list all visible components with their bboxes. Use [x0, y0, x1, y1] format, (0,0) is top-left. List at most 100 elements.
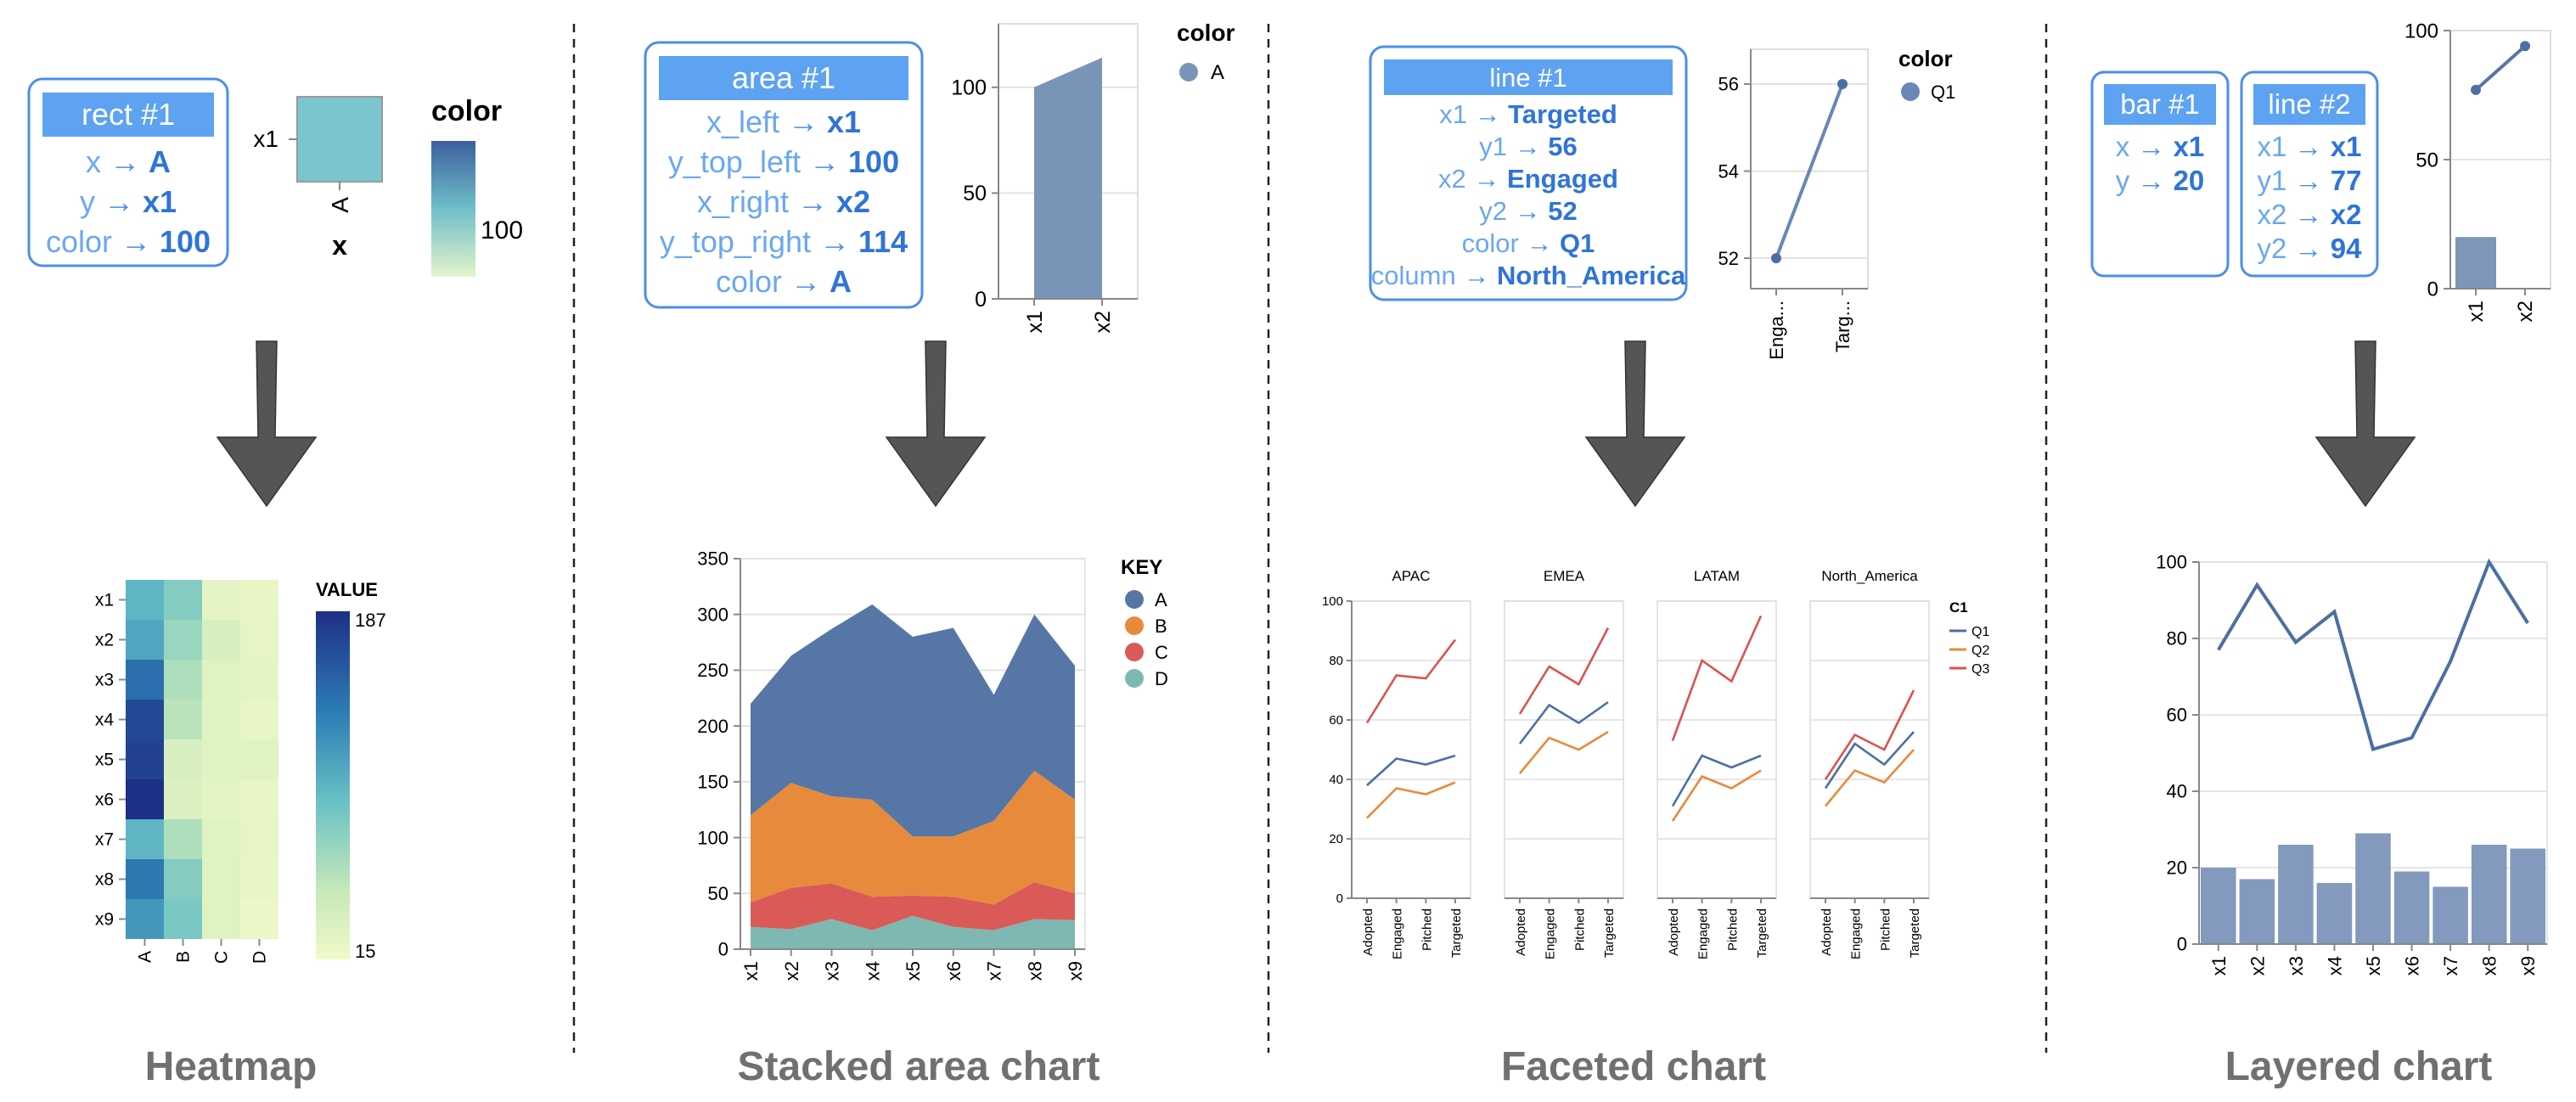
heatmap-cell — [126, 660, 164, 700]
bar-mark — [2393, 871, 2430, 944]
x-tick-label: x8 — [2479, 956, 2500, 975]
layered-caption: Layered chart — [2225, 1044, 2493, 1089]
mini-legend-title: color — [431, 95, 502, 127]
heatmap-cell — [240, 819, 278, 859]
facet-line-Q3 — [1824, 689, 1915, 780]
spec-row: y → 20 — [2116, 165, 2205, 196]
spec-row: color → 100 — [46, 224, 211, 259]
bar-spec-header — [2104, 84, 2216, 125]
line2-spec-title: line #2 — [2268, 88, 2350, 120]
x-tick-label: x6 — [943, 961, 965, 981]
heatmap-x-tick: D — [250, 951, 270, 964]
mini-legend-title: color — [1177, 20, 1235, 46]
facet-line-Q1 — [1366, 754, 1456, 786]
bar-mark — [2239, 879, 2275, 944]
arrow-shape — [216, 340, 318, 508]
mini-x-tick-label: Targ... — [1832, 301, 1853, 352]
spec-row: color → Q1 — [1462, 228, 1595, 258]
y-tick-label: 60 — [1329, 713, 1343, 728]
heatmap-cell — [240, 779, 278, 819]
area-series-B — [751, 770, 1075, 905]
y-tick-label: 0 — [718, 939, 728, 960]
x-tick-label: x1 — [740, 961, 762, 981]
legend-swatch-D — [1125, 669, 1144, 688]
mini-legend-swatch — [1901, 82, 1920, 101]
x-tick-label: Engaged — [1544, 908, 1558, 959]
heatmap-cell — [126, 859, 164, 899]
x-tick-label: x5 — [903, 961, 924, 981]
mini-heatmap-cell — [296, 96, 383, 183]
x-tick-label: x3 — [2286, 956, 2307, 975]
legend-swatch-C — [1125, 643, 1144, 661]
facet-frame — [1504, 600, 1624, 899]
x-tick-label: x4 — [2324, 956, 2345, 975]
legend-swatch-B — [1125, 616, 1144, 635]
y-tick-label: 350 — [697, 548, 728, 570]
spec-row: x_right → x2 — [697, 184, 870, 219]
heatmap-y-tick: x2 — [95, 631, 114, 650]
heatmap-y-tick: x8 — [95, 870, 114, 890]
y-tick-label: 0 — [1336, 891, 1343, 906]
mini-area-mark — [1034, 57, 1102, 299]
y-tick-label: 40 — [2167, 781, 2187, 802]
facet-title: APAC — [1392, 568, 1430, 584]
x-tick-label: Targeted — [1908, 908, 1922, 958]
mini-line-point — [1771, 253, 1781, 264]
x-tick-label: x6 — [2402, 956, 2423, 975]
facet-line-Q2 — [1671, 769, 1762, 822]
heatmap-cell — [240, 739, 278, 779]
heatmap-legend-min: 15 — [355, 941, 375, 962]
heatmap-cell — [126, 779, 164, 819]
heatmap-legend: VALUE 187 15 — [316, 579, 386, 962]
heatmap-cell — [164, 819, 202, 859]
bar-spec-title: bar #1 — [2120, 88, 2200, 120]
bar-mark — [2471, 845, 2507, 944]
y-tick-label: 50 — [708, 883, 728, 904]
down-arrow-icon — [2314, 340, 2416, 508]
facet-line-Q1 — [1671, 754, 1762, 807]
heatmap-y-tick: x3 — [95, 671, 114, 690]
bar-mark — [2510, 848, 2545, 944]
heatmap-panel: rect #1 x → A y → x1 color → 100 x1 A x … — [27, 77, 523, 1089]
x-tick-label: x9 — [1065, 961, 1086, 981]
legend-label-C: C — [1155, 642, 1168, 663]
mini-line-point — [2471, 84, 2481, 95]
heatmap-cell — [126, 580, 164, 620]
spec-row: y2 → 52 — [1479, 196, 1577, 226]
spec-row: y_top_right → 114 — [660, 224, 908, 259]
y-tick-label: 20 — [2167, 857, 2187, 879]
heatmap-cell — [164, 859, 202, 899]
facet-frame — [1656, 600, 1777, 899]
facet-title: EMEA — [1544, 568, 1585, 584]
faceted-legend: C1 Q1 Q2 Q3 — [1949, 599, 1989, 677]
mini-heatmap-y-tick: x1 — [253, 126, 278, 152]
x-tick-label: Engaged — [1849, 908, 1864, 959]
x-tick-label: Pitched — [1878, 908, 1893, 951]
mini-line-mark — [1775, 83, 1844, 259]
area-spec-title: area #1 — [732, 60, 835, 95]
y-tick-label: 50 — [2416, 149, 2438, 171]
heatmap-y-tick: x4 — [95, 711, 115, 730]
x-tick-label: Targeted — [1755, 908, 1769, 958]
bar-mark — [2278, 845, 2314, 944]
mini-legend-gradient — [431, 141, 475, 277]
heatmap-cell — [202, 660, 240, 700]
heatmap-cell — [126, 620, 164, 660]
stacked-area-panel: area #1 x_left → x1 y_top_left → 100 x_r… — [644, 20, 1235, 1089]
bar-mark — [2316, 883, 2353, 944]
spec-row: x → x1 — [2116, 131, 2205, 162]
y-tick-label: 60 — [2167, 705, 2187, 726]
bar-mark — [2433, 886, 2468, 944]
spec-row: column → North_America — [1371, 261, 1686, 290]
spec-row: x1 → x1 — [2258, 131, 2362, 162]
x-tick-label: Engaged — [1391, 908, 1405, 959]
heatmap-cell — [126, 899, 164, 939]
mini-line-legend: color Q1 — [1898, 46, 1955, 103]
bar-mark — [2201, 868, 2236, 944]
heatmap-cell — [164, 620, 202, 660]
mini-x-tick-label: Enga... — [1766, 301, 1787, 360]
heatmap-cell — [240, 899, 278, 939]
line2-spec-header — [2253, 84, 2365, 125]
area-series-D — [751, 915, 1075, 949]
x-tick-label: Adopted — [1514, 908, 1528, 956]
